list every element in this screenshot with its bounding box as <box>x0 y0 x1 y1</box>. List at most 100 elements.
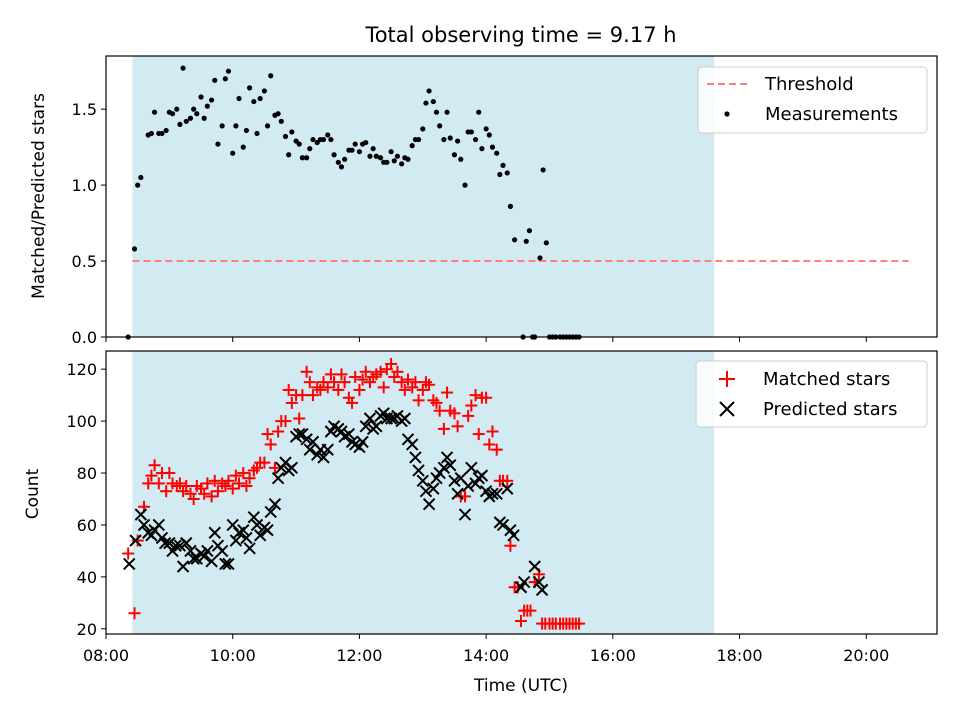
bottom-x-ticks: 08:00 10:00 12:00 14:00 16:00 18:00 20:00 <box>83 634 889 665</box>
predicted-star-point <box>303 443 316 456</box>
bottom-x-tick-label: 08:00 <box>83 646 129 665</box>
top-legend: Threshold Measurements <box>697 66 928 134</box>
measurement-point <box>489 144 496 150</box>
measurement-point <box>507 203 514 209</box>
predicted-star-point <box>222 557 235 571</box>
legend-threshold-label: Threshold <box>764 74 854 95</box>
measurements-series <box>125 65 582 340</box>
measurement-point <box>437 123 443 129</box>
measurement-point <box>356 149 363 155</box>
matched-star-point <box>142 477 155 490</box>
predicted-star-point <box>187 552 200 565</box>
predicted-star-point <box>448 474 461 488</box>
matched-star-point <box>338 376 351 389</box>
predicted-star-point <box>169 539 182 552</box>
matched-star-point <box>303 376 316 389</box>
measurement-point <box>299 155 305 161</box>
measurement-point <box>131 246 138 252</box>
bottom-y-tick-label: 80 <box>77 464 97 483</box>
matched-star-point <box>377 381 390 394</box>
measurement-point <box>264 123 271 129</box>
predicted-star-point <box>535 583 549 597</box>
legend-measurements-marker <box>724 111 730 117</box>
measurement-point <box>540 167 546 173</box>
measurement-point <box>257 95 263 102</box>
measurement-point <box>254 130 260 137</box>
bottom-y-axis-label: Count <box>23 468 43 519</box>
matched-star-point <box>448 407 461 420</box>
matched-star-point <box>237 467 250 480</box>
bottom-x-tick-label: 14:00 <box>463 646 509 665</box>
matched-star-point <box>258 456 271 469</box>
matched-star-point <box>128 607 141 620</box>
predicted-star-point <box>406 438 419 451</box>
measurement-point <box>415 136 422 143</box>
measurement-point <box>215 141 221 147</box>
legend-predicted-marker <box>719 401 735 417</box>
predicted-star-point <box>123 557 136 571</box>
matched-star-point <box>229 469 242 482</box>
bottom-x-tick-label: 18:00 <box>716 646 762 665</box>
matched-star-point <box>524 604 537 617</box>
matched-star-point <box>240 480 253 493</box>
legend-matched-marker <box>719 371 735 387</box>
measurement-point <box>148 130 155 137</box>
bottom-y-ticks: 20 40 60 80 100 120 <box>66 360 106 639</box>
top-panel: 0.0 0.5 1.0 1.5 Matched/Predicted stars Thr… <box>29 55 938 347</box>
bottom-y-tick-label: 100 <box>66 412 97 431</box>
matched-star-point <box>268 461 281 474</box>
measurement-point <box>230 150 236 156</box>
measurement-point <box>194 111 200 117</box>
measurement-point <box>399 161 405 167</box>
bottom-y-tick-label: 60 <box>77 516 97 535</box>
measurement-point <box>504 170 510 176</box>
legend-matched-label: Matched stars <box>763 369 890 390</box>
measurement-point <box>219 123 225 129</box>
measurement-point <box>462 182 468 188</box>
measurement-point <box>352 141 358 147</box>
predicted-star-point <box>359 420 372 433</box>
matched-star-point <box>430 396 443 409</box>
matched-star-point <box>385 357 398 370</box>
matched-star-point <box>152 477 165 490</box>
predicted-star-point <box>419 484 433 498</box>
matched-star-point <box>573 617 586 630</box>
predicted-star-point <box>412 464 425 477</box>
matched-star-point <box>412 394 425 407</box>
measurement-point <box>479 146 485 152</box>
measurement-point <box>138 174 144 181</box>
legend-predicted-label: Predicted stars <box>763 399 897 420</box>
matched-star-point <box>233 477 246 490</box>
matched-star-point <box>501 474 514 487</box>
measurement-point <box>394 153 401 159</box>
predicted-star-point <box>229 534 243 547</box>
predicted-star-point <box>293 427 306 441</box>
measurement-point <box>159 130 165 137</box>
predicted-star-point <box>398 412 412 425</box>
measurement-point <box>420 126 426 132</box>
measurement-point <box>225 68 232 74</box>
measurement-point <box>331 152 337 158</box>
predicted-star-point <box>264 505 277 519</box>
measurement-point <box>286 152 292 158</box>
matched-star-point <box>395 376 408 389</box>
bottom-legend-box <box>695 360 928 428</box>
predicted-star-point <box>268 497 282 511</box>
matched-star-point <box>272 425 285 438</box>
predicted-star-point <box>253 529 267 542</box>
matched-star-point <box>279 415 292 428</box>
predicted-star-point <box>363 412 377 425</box>
matched-star-point <box>346 396 359 409</box>
measurement-point <box>426 88 432 94</box>
predicted-star-point <box>321 443 334 456</box>
measurement-point <box>430 98 436 105</box>
predicted-stars-series <box>123 407 549 597</box>
measurement-point <box>282 133 289 140</box>
top-x-ticks <box>105 337 867 342</box>
matched-stars-series <box>122 357 586 630</box>
predicted-star-point <box>451 487 464 501</box>
matched-star-point <box>332 383 345 396</box>
predicted-star-point <box>444 459 457 472</box>
matched-star-point <box>243 472 256 485</box>
measurement-point <box>373 153 379 159</box>
